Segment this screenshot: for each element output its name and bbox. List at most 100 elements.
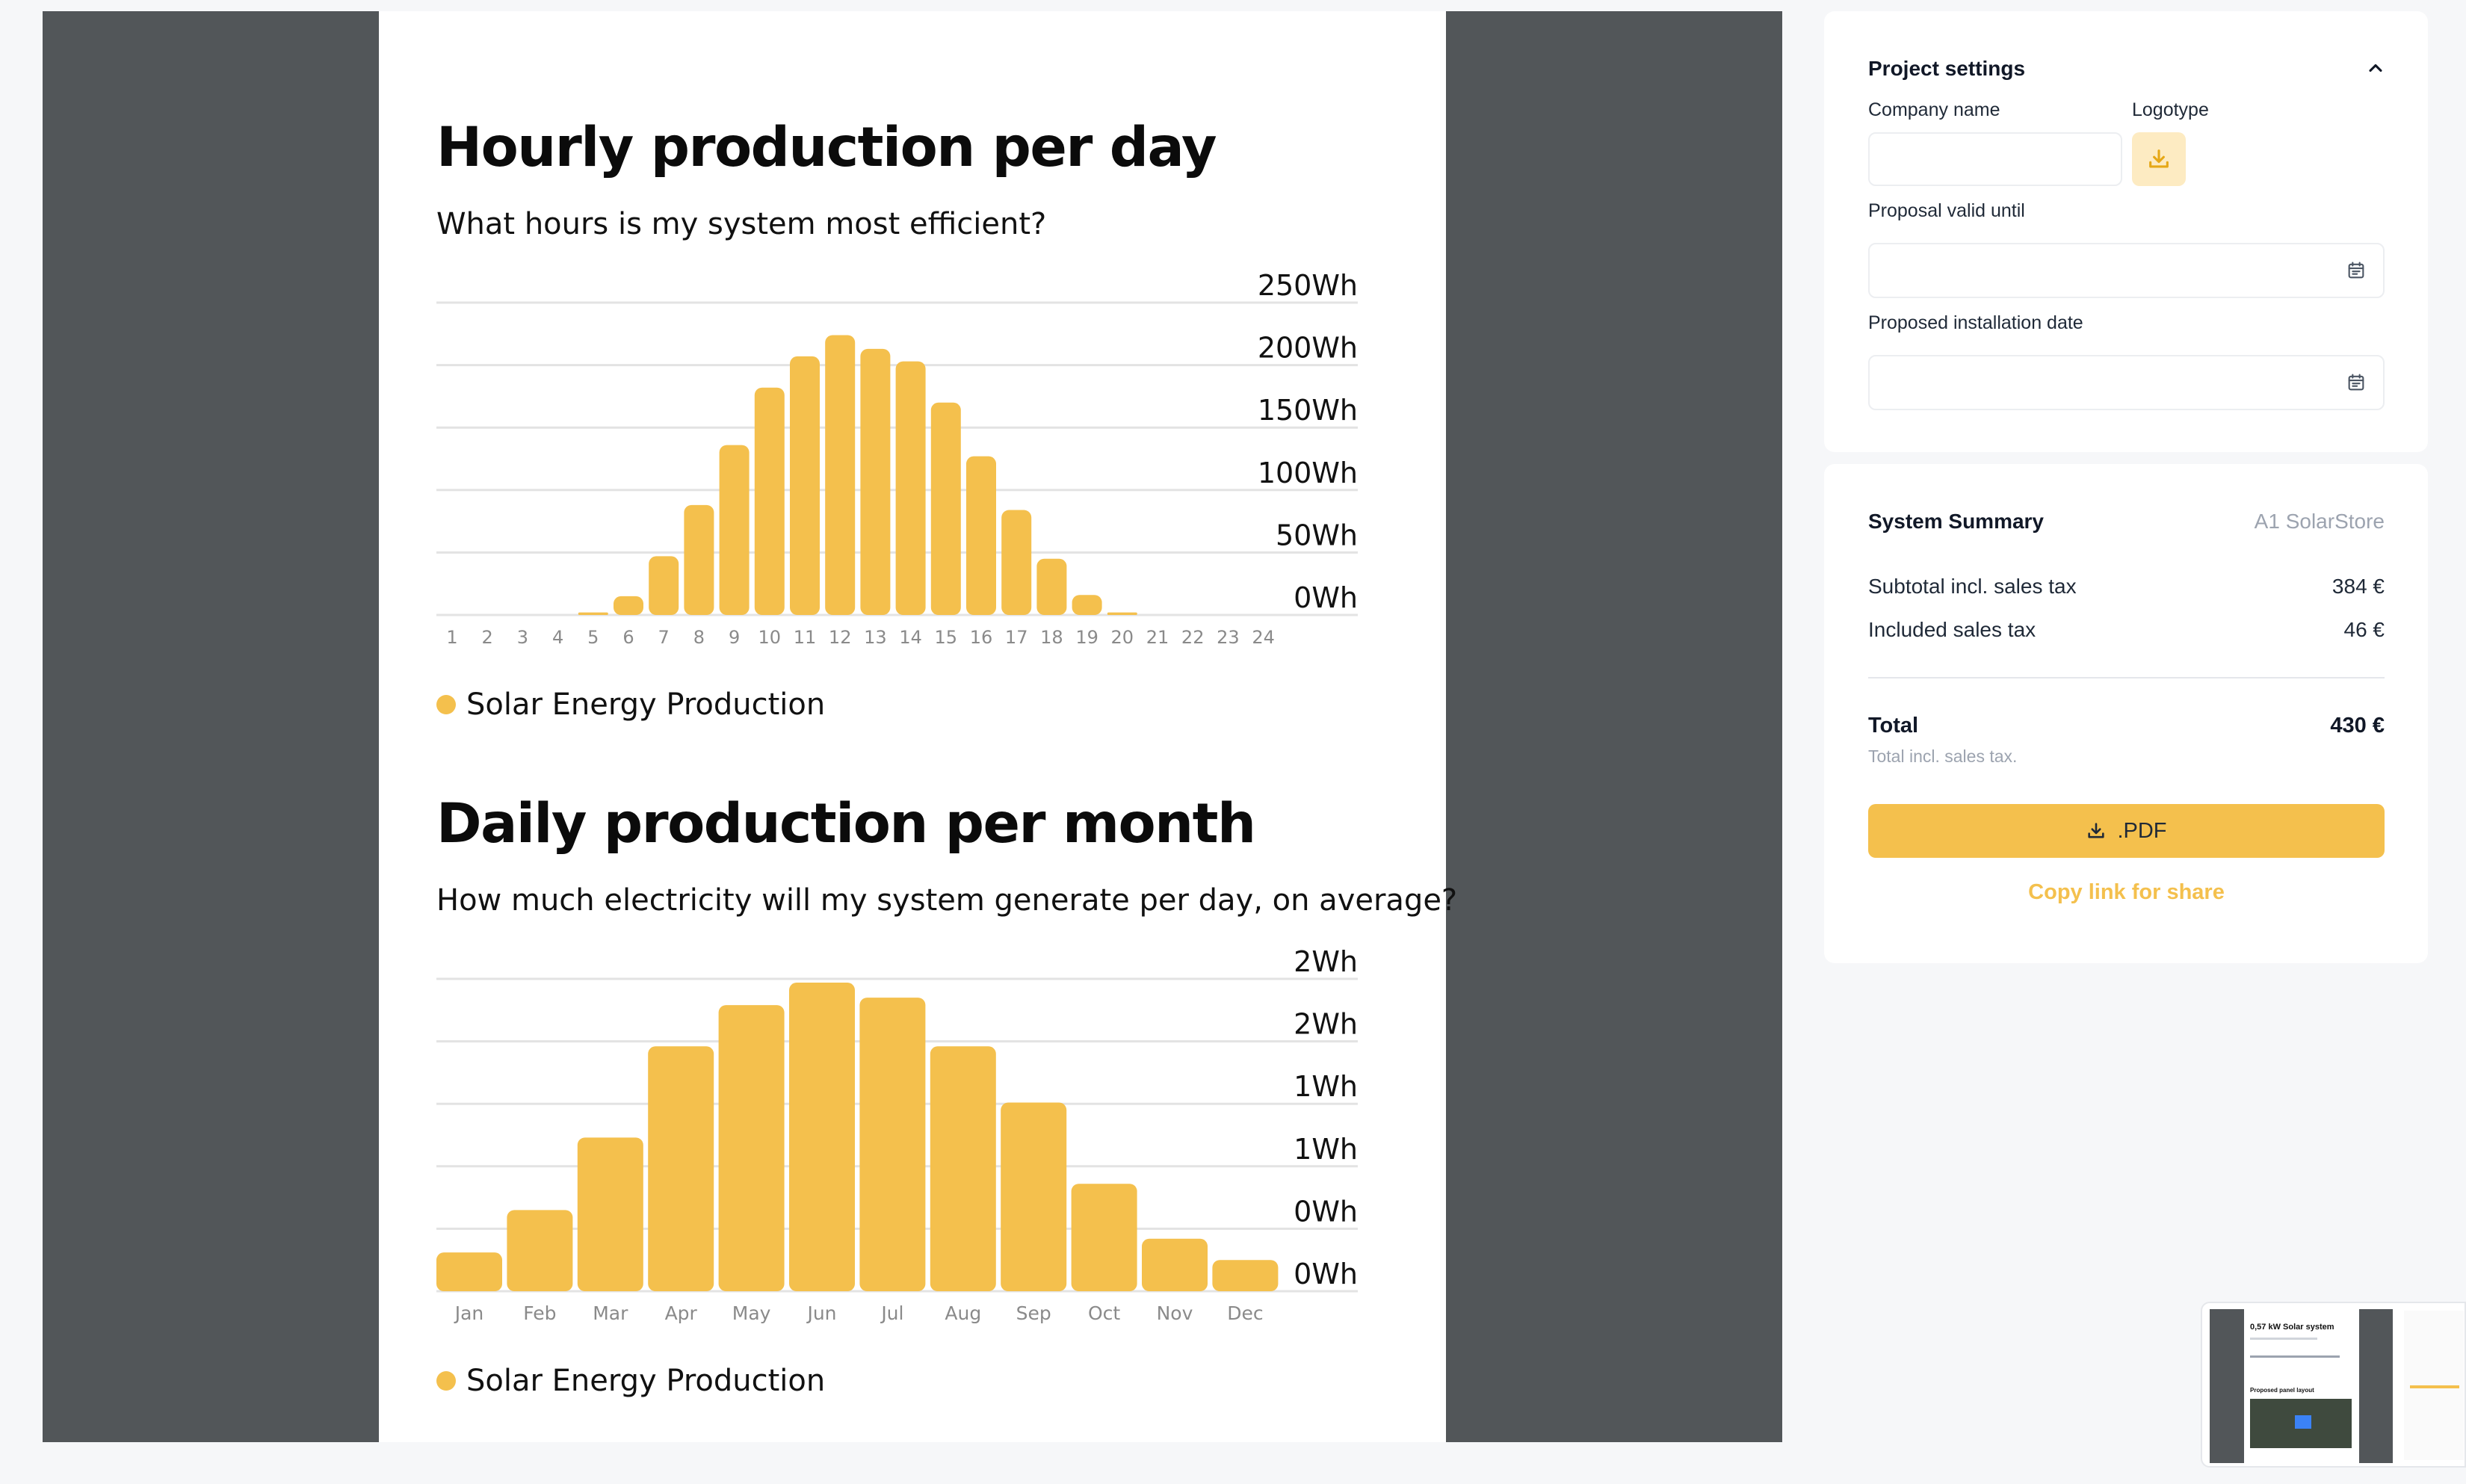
download-icon (2088, 823, 2105, 838)
bar (825, 335, 856, 615)
bar (1001, 1102, 1067, 1291)
x-axis-tick-label: 7 (658, 627, 670, 648)
bar (436, 1252, 502, 1291)
sales-tax-value: 46 € (2343, 618, 2385, 641)
download-pdf-label: .PDF (2117, 818, 2167, 843)
x-axis-tick-label: 5 (587, 627, 599, 648)
proposal-page: Hourly production per day What hours is … (379, 11, 1457, 1442)
bar (860, 348, 891, 615)
bar (930, 402, 961, 615)
bar (684, 504, 714, 615)
bar (719, 445, 750, 615)
x-axis-tick-label: Jan (454, 1302, 484, 1324)
bar (614, 596, 643, 615)
bar (1142, 1238, 1208, 1291)
hourly-section-subtitle: What hours is my system most efficient? (436, 207, 1047, 241)
system-summary-title: System Summary (1868, 510, 2045, 533)
thumbnail-preview: 0,57 kW Solar system Proposed panel layo… (2210, 1309, 2393, 1463)
bar (1071, 1184, 1137, 1291)
download-tray-icon (2149, 149, 2169, 168)
x-axis-tick-label: 2 (482, 627, 493, 648)
x-axis-tick-label: 22 (1181, 627, 1205, 648)
x-axis-tick-label: May (732, 1302, 771, 1324)
y-axis-tick-label: 0Wh (1294, 581, 1358, 614)
x-axis-tick-label: 23 (1217, 627, 1240, 648)
chevron-up-icon[interactable] (2365, 58, 2386, 78)
x-axis-tick-label: 14 (899, 627, 922, 648)
thumbnail-section-title: Proposed panel layout (2250, 1387, 2314, 1394)
bar (1107, 612, 1137, 615)
calendar-icon[interactable] (2346, 260, 2367, 281)
bar (1001, 510, 1032, 615)
calendar-icon[interactable] (2346, 372, 2367, 393)
x-axis-tick-label: Aug (945, 1302, 981, 1324)
bar (754, 387, 785, 615)
y-axis-tick-label: 2Wh (1294, 945, 1358, 978)
project-settings-card: Project settings Company name Logotype P… (1824, 11, 2428, 452)
x-axis-tick-label: 17 (1005, 627, 1028, 648)
x-axis-tick-label: 6 (622, 627, 634, 648)
y-axis-tick-label: 2Wh (1294, 1008, 1358, 1041)
summary-divider (1868, 677, 2385, 678)
vendor-name: A1 SolarStore (2254, 510, 2385, 533)
x-axis-tick-label: 4 (552, 627, 563, 648)
x-axis-tick-label: 21 (1146, 627, 1169, 648)
legend-label: Solar Energy Production (466, 1364, 826, 1398)
monthly-legend: Solar Energy Production (436, 1364, 825, 1398)
y-axis-tick-label: 200Wh (1258, 332, 1358, 365)
bar (718, 1005, 785, 1291)
valid-until-input[interactable] (1868, 243, 2385, 298)
x-axis-tick-label: 16 (970, 627, 993, 648)
hourly-section-title: Hourly production per day (436, 116, 1217, 179)
bar (507, 1210, 573, 1291)
company-name-label: Company name (1868, 99, 2000, 120)
x-axis-tick-label: Apr (665, 1302, 698, 1324)
legend-label: Solar Energy Production (466, 687, 826, 722)
thumbnail-line (2250, 1338, 2317, 1340)
x-axis-tick-label: 19 (1075, 627, 1098, 648)
logotype-label: Logotype (2132, 99, 2209, 120)
page-thumbnail-navigator[interactable]: 0,57 kW Solar system Proposed panel layo… (2201, 1302, 2466, 1468)
thumbnail-sidebar (2404, 1311, 2464, 1460)
installation-date-input[interactable] (1868, 355, 2385, 410)
monthly-section-subtitle: How much electricity will my system gene… (436, 883, 1458, 918)
x-axis-tick-label: Mar (593, 1302, 628, 1324)
total-value: 430 € (2330, 714, 2385, 738)
thumbnail-title: 0,57 kW Solar system (2250, 1323, 2334, 1332)
x-axis-tick-label: Jul (880, 1302, 903, 1324)
copy-share-link[interactable]: Copy link for share (2028, 880, 2225, 904)
download-pdf-button[interactable]: .PDF (1868, 804, 2385, 858)
x-axis-tick-label: 24 (1252, 627, 1275, 648)
y-axis-tick-label: 1Wh (1294, 1070, 1358, 1103)
bar (648, 1046, 714, 1291)
subtotal-label: Subtotal incl. sales tax (1868, 575, 2077, 598)
x-axis-tick-label: 15 (935, 627, 958, 648)
company-name-input[interactable] (1868, 132, 2122, 186)
total-note: Total incl. sales tax. (1868, 746, 2018, 766)
x-axis-tick-label: 1 (446, 627, 457, 648)
thumbnail-button (2410, 1385, 2459, 1388)
x-axis-tick-label: Oct (1088, 1302, 1120, 1324)
hourly-legend: Solar Energy Production (436, 687, 825, 722)
bar (1212, 1260, 1279, 1291)
bar (577, 1137, 643, 1291)
x-axis-tick-label: Feb (523, 1302, 556, 1324)
bar (930, 1046, 996, 1291)
x-axis-tick-label: 18 (1040, 627, 1063, 648)
x-axis-tick-label: 10 (758, 627, 782, 648)
y-axis-tick-label: 1Wh (1294, 1133, 1358, 1166)
x-axis-tick-label: Sep (1016, 1302, 1051, 1324)
subtotal-value: 384 € (2331, 575, 2385, 598)
x-axis-tick-label: 12 (829, 627, 852, 648)
bar (789, 983, 855, 1291)
x-axis-tick-label: 3 (517, 627, 528, 648)
sales-tax-label: Included sales tax (1868, 618, 2036, 641)
x-axis-tick-label: 9 (729, 627, 740, 648)
logotype-upload-button[interactable] (2132, 132, 2186, 186)
y-axis-tick-label: 0Wh (1294, 1195, 1358, 1228)
system-summary-card: System Summary A1 SolarStore Subtotal in… (1824, 464, 2428, 963)
x-axis-tick-label: Jun (806, 1302, 836, 1324)
x-axis-tick-label: 11 (794, 627, 817, 648)
y-axis-tick-label: 150Wh (1258, 394, 1358, 427)
